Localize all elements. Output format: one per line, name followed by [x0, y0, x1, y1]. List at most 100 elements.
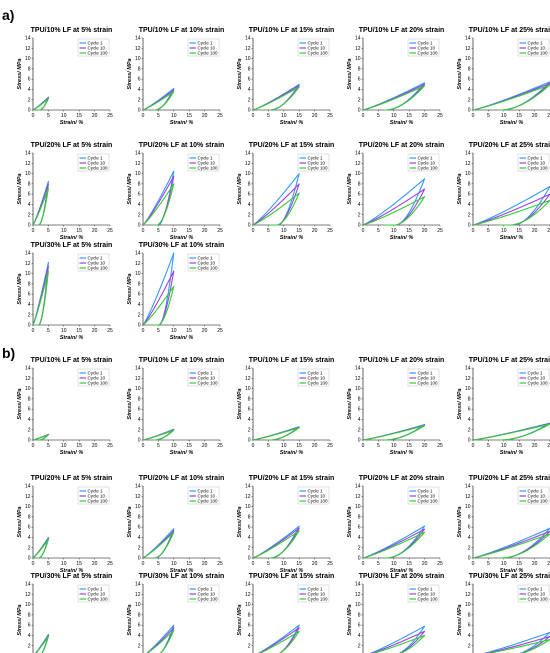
legend-entry: Cycle 10 — [308, 592, 326, 597]
x-axis-label: Strain/ % — [390, 235, 414, 241]
y-tick-label: 10 — [135, 504, 141, 510]
y-tick-label: 10 — [355, 56, 361, 62]
y-tick-label: 6 — [138, 525, 141, 531]
x-tick-label: 10 — [391, 228, 397, 234]
legend-entry: Cycle 10 — [308, 46, 326, 51]
x-tick-label: 15 — [76, 328, 82, 334]
legend-entry: Cycle 10 — [88, 494, 106, 499]
x-tick-label: 15 — [76, 113, 82, 119]
y-axis-label: Stress/ MPa — [127, 173, 133, 204]
x-tick-label: 5 — [157, 561, 160, 567]
x-tick-label: 15 — [406, 228, 412, 234]
x-tick-label: 10 — [391, 113, 397, 119]
x-tick-label: 15 — [516, 228, 522, 234]
legend-entry: Cycle 100 — [308, 381, 329, 386]
x-tick-label: 10 — [391, 443, 397, 449]
x-axis-label: Strain/ % — [500, 568, 524, 574]
y-tick-label: 12 — [135, 161, 141, 167]
panel-letter: b) — [2, 345, 15, 361]
legend-entry: Cycle 1 — [308, 156, 324, 161]
y-tick-label: 10 — [355, 171, 361, 177]
y-tick-label: 8 — [358, 514, 361, 520]
series-loop-cycle-100 — [362, 196, 426, 226]
x-tick-label: 20 — [92, 228, 98, 234]
x-tick-label: 10 — [171, 328, 177, 334]
x-tick-label: 10 — [171, 443, 177, 449]
series-loop-cycle-1 — [252, 173, 300, 226]
y-tick-label: 6 — [138, 292, 141, 298]
y-tick-label: 6 — [138, 623, 141, 629]
y-tick-label: 10 — [465, 56, 471, 62]
x-tick-label: 5 — [267, 443, 270, 449]
x-tick-label: 25 — [107, 443, 113, 449]
x-tick-label: 20 — [422, 561, 428, 567]
y-tick-label: 4 — [468, 417, 471, 423]
y-tick-label: 8 — [138, 396, 141, 402]
x-tick-label: 25 — [107, 561, 113, 567]
y-tick-label: 12 — [25, 592, 31, 598]
x-tick-label: 20 — [422, 228, 428, 234]
y-tick-label: 4 — [138, 87, 141, 93]
y-tick-label: 12 — [135, 494, 141, 500]
y-tick-label: 0 — [28, 108, 31, 114]
legend-entry: Cycle 10 — [88, 161, 106, 166]
y-tick-label: 6 — [468, 77, 471, 83]
legend-entry: Cycle 100 — [88, 266, 109, 271]
x-axis-label: Strain/ % — [500, 120, 524, 126]
legend-entry: Cycle 1 — [308, 371, 324, 376]
y-tick-label: 2 — [138, 427, 141, 433]
y-tick-label: 12 — [25, 494, 31, 500]
legend-entry: Cycle 1 — [88, 587, 104, 592]
y-tick-label: 2 — [468, 212, 471, 218]
x-tick-label: 20 — [422, 113, 428, 119]
y-tick-label: 4 — [468, 202, 471, 208]
x-tick-label: 25 — [107, 228, 113, 234]
y-tick-label: 2 — [28, 212, 31, 218]
x-tick-label: 25 — [437, 443, 443, 449]
y-tick-label: 6 — [248, 623, 251, 629]
x-tick-label: 25 — [217, 228, 223, 234]
series-loop-cycle-1 — [472, 81, 550, 111]
stress-strain-chart: TPU/20% LF at 10% strain 0 2 4 6 8 10 12 14 0 5 10 1… — [127, 142, 224, 241]
legend-entry: Cycle 1 — [88, 41, 104, 46]
x-tick-label: 15 — [406, 443, 412, 449]
y-tick-label: 14 — [245, 151, 251, 157]
legend-entry: Cycle 100 — [528, 51, 549, 56]
legend-entry: Cycle 10 — [418, 376, 436, 381]
y-tick-label: 6 — [248, 192, 251, 198]
x-tick-label: 0 — [32, 228, 35, 234]
y-tick-label: 10 — [355, 386, 361, 392]
legend-entry: Cycle 10 — [418, 592, 436, 597]
x-tick-label: 10 — [391, 561, 397, 567]
y-axis-label: Stress/ MPa — [347, 604, 353, 635]
stress-strain-chart: TPU/10% LF at 10% strain 0 2 4 6 8 10 12 14 0 5 10 1… — [127, 357, 224, 456]
y-tick-label: 2 — [358, 643, 361, 649]
y-tick-label: 10 — [135, 56, 141, 62]
y-tick-label: 2 — [248, 212, 251, 218]
chart-title: TPU/10% LF at 5% strain — [31, 357, 113, 364]
y-tick-label: 0 — [468, 108, 471, 114]
x-tick-label: 15 — [186, 561, 192, 567]
series-loop-cycle-10 — [146, 627, 175, 653]
chart-title: TPU/20% LF at 5% strain — [31, 142, 113, 149]
legend-entry: Cycle 100 — [528, 381, 549, 386]
legend-entry: Cycle 100 — [418, 499, 439, 504]
series-loop-cycle-100 — [142, 531, 175, 559]
x-tick-label: 20 — [532, 561, 538, 567]
chart-title: TPU/20% LF at 25% strain — [469, 475, 550, 482]
chart-title: TPU/10% LF at 20% strain — [359, 357, 445, 364]
y-tick-label: 8 — [468, 396, 471, 402]
x-tick-label: 0 — [142, 328, 145, 334]
x-tick-label: 15 — [516, 561, 522, 567]
y-axis-label: Stress/ MPa — [347, 506, 353, 537]
y-tick-label: 14 — [25, 484, 31, 490]
y-tick-label: 6 — [138, 407, 141, 413]
y-tick-label: 4 — [28, 87, 31, 93]
legend-entry: Cycle 10 — [198, 376, 216, 381]
y-tick-label: 12 — [135, 376, 141, 382]
y-tick-label: 8 — [358, 66, 361, 72]
x-tick-label: 10 — [171, 113, 177, 119]
y-axis-label: Stress/ MPa — [347, 388, 353, 419]
stress-strain-chart: TPU/10% LF at 25% strain 0 2 4 6 8 10 12 14 0 5 10 1… — [457, 357, 550, 456]
